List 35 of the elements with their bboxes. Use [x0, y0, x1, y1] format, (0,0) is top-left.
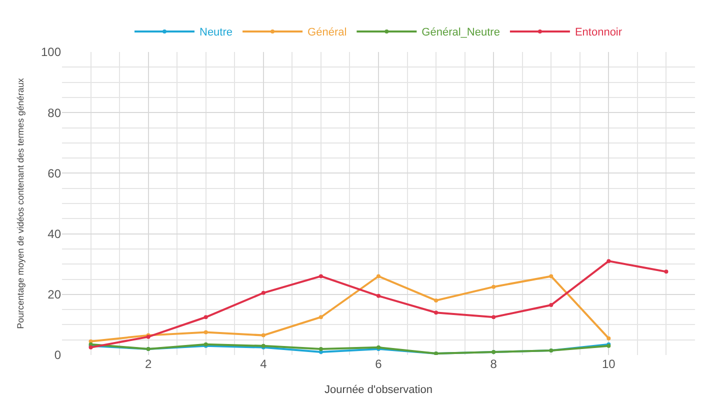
point — [204, 315, 208, 320]
point — [376, 274, 380, 278]
x-tick-label: 2 — [144, 357, 152, 371]
y-tick-label: 80 — [48, 106, 62, 120]
point — [492, 284, 496, 289]
y-tick-label: 0 — [54, 348, 62, 362]
point — [261, 333, 266, 338]
x-tick-label: 8 — [490, 357, 498, 371]
text: Neutre — [200, 26, 233, 39]
x-axis-title: Journée d'observation — [324, 384, 432, 396]
y-tick-label: 60 — [48, 166, 62, 180]
x-tick-label: 4 — [260, 357, 268, 371]
point — [664, 270, 668, 274]
point — [318, 315, 323, 320]
x-tick-label: 10 — [602, 357, 616, 371]
text: Entonnoir — [574, 26, 622, 39]
point — [376, 294, 380, 298]
point — [204, 330, 208, 334]
point — [549, 303, 554, 308]
y-tick-label: 20 — [48, 288, 62, 302]
x-tick-label: 6 — [375, 357, 382, 371]
y-axis-title: Pourcentage moyen de vidéos contenant des termes généraux — [15, 78, 26, 329]
point — [606, 259, 611, 264]
y-tick-label: 100 — [40, 45, 62, 60]
text: Général — [308, 26, 347, 39]
point — [318, 274, 323, 278]
point — [606, 336, 611, 340]
point — [318, 346, 323, 351]
y-tick-label: 40 — [48, 227, 62, 241]
point — [261, 290, 266, 295]
point — [434, 298, 438, 302]
point — [492, 315, 496, 320]
point — [549, 274, 554, 278]
point — [434, 310, 438, 315]
text: Général_Neutre — [422, 26, 500, 39]
